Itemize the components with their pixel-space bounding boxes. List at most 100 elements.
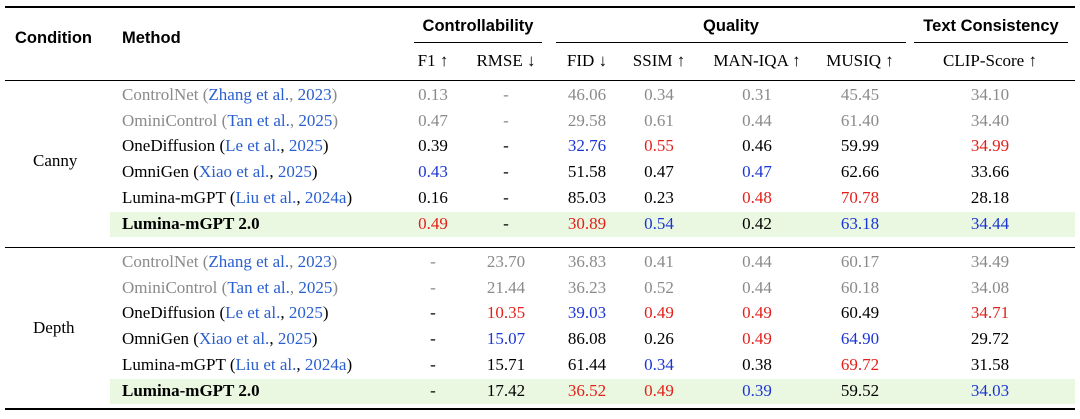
value-cell: 34.10 — [970, 85, 1010, 104]
value-cell: 28.18 — [970, 187, 1010, 207]
method-name: ControlNet — [122, 252, 199, 271]
bottom-rule — [5, 408, 1075, 410]
value-cell: 0.44 — [742, 252, 772, 271]
citation-separator: , — [296, 187, 305, 207]
value-cell: 34.03 — [970, 380, 1010, 400]
value-cell: 51.58 — [567, 162, 607, 182]
citation-link: Liu et al. — [235, 354, 297, 374]
method-cell: OminiControl (Tan et al., 2025) — [122, 277, 339, 297]
value-cell: 0.55 — [644, 136, 674, 156]
header-metric: MUSIQ ↑ — [826, 51, 894, 70]
value-cell: 0.39 — [742, 380, 772, 400]
citation-link: Le et al. — [225, 136, 281, 156]
value-cell: - — [430, 354, 436, 374]
value-cell: 0.16 — [418, 187, 448, 207]
value-cell: 33.66 — [970, 162, 1010, 182]
value-cell: 32.76 — [567, 136, 607, 156]
value-cell: 0.42 — [742, 213, 772, 233]
value-cell: - — [503, 162, 509, 182]
header-metric: SSIM ↑ — [632, 51, 686, 70]
value-cell: 0.43 — [418, 162, 448, 182]
value-cell: 15.07 — [486, 329, 526, 349]
value-cell: 0.49 — [742, 303, 772, 323]
value-cell: 34.99 — [970, 136, 1010, 156]
method-name: OmniGen — [122, 329, 190, 349]
citation-separator: , — [269, 329, 278, 349]
method-cell: ControlNet (Zhang et al., 2023) — [122, 252, 338, 271]
value-cell: 0.49 — [742, 329, 772, 349]
value-cell: - — [503, 213, 509, 233]
value-cell: 0.23 — [644, 187, 674, 207]
value-cell: 36.23 — [567, 277, 607, 297]
method-cell: OmniGen (Xiao et al., 2025) — [122, 162, 318, 182]
method-name: Lumina-mGPT — [122, 354, 226, 374]
header-condition: Condition — [15, 29, 92, 47]
citation-link: Xiao et al. — [198, 162, 270, 182]
value-cell: 0.47 — [644, 162, 674, 182]
value-cell: - — [430, 252, 436, 271]
value-cell: 0.39 — [418, 136, 448, 156]
method-name: OminiControl — [122, 110, 218, 130]
value-cell: - — [503, 110, 509, 130]
value-cell: 64.90 — [840, 329, 880, 349]
header-metric: CLIP-Score ↑ — [943, 51, 1037, 70]
value-cell: 0.46 — [742, 136, 772, 156]
citation-link: Tan et al. — [227, 110, 290, 130]
value-cell: 63.18 — [840, 213, 880, 233]
value-cell: 15.71 — [486, 354, 526, 374]
header-metric: RMSE ↓ — [476, 51, 536, 70]
value-cell: - — [503, 85, 509, 104]
header-rule — [5, 80, 1075, 81]
highlight-row — [110, 211, 1075, 238]
value-cell: 29.58 — [567, 110, 607, 130]
value-cell: 60.49 — [840, 303, 880, 323]
header-group-controllability: Controllability — [422, 17, 534, 35]
citation-link: 2023 — [297, 252, 332, 271]
value-cell: 0.41 — [644, 252, 674, 271]
method-cell: OneDiffusion (Le et al., 2025) — [122, 136, 329, 156]
highlight-row — [110, 378, 1075, 405]
group-underline — [414, 42, 542, 43]
value-cell: 34.49 — [970, 252, 1010, 271]
value-cell: 31.58 — [970, 354, 1010, 374]
header-group-text-consistency: Text Consistency — [923, 17, 1059, 35]
method-name: Lumina-mGPT — [122, 187, 226, 207]
method-name: OminiControl — [122, 277, 218, 297]
value-cell: 62.66 — [840, 162, 880, 182]
citation-link: Zhang et al. — [208, 85, 290, 104]
value-cell: 0.47 — [418, 110, 448, 130]
method-cell: ControlNet (Zhang et al., 2023) — [122, 85, 338, 104]
value-cell: 21.44 — [486, 277, 526, 297]
method-cell: OminiControl (Tan et al., 2025) — [122, 110, 339, 130]
value-cell: 0.34 — [644, 85, 674, 104]
method-cell: Lumina-mGPT 2.0 — [122, 380, 260, 402]
citation-link: Liu et al. — [235, 187, 297, 207]
value-cell: - — [503, 187, 509, 207]
value-cell: 36.83 — [567, 252, 607, 271]
value-cell: 61.44 — [567, 354, 607, 374]
value-cell: 0.44 — [742, 110, 772, 130]
value-cell: 29.72 — [970, 329, 1010, 349]
value-cell: 45.45 — [840, 85, 880, 104]
value-cell: 86.08 — [567, 329, 607, 349]
citation-separator: , — [280, 136, 289, 156]
value-cell: 0.47 — [742, 162, 772, 182]
citation-link: 2025 — [277, 162, 312, 182]
method-name: OneDiffusion — [122, 303, 216, 323]
value-cell: 0.49 — [418, 213, 448, 233]
section-rule — [5, 247, 1075, 248]
value-cell: 34.40 — [970, 110, 1010, 130]
citation-link: 2023 — [297, 85, 332, 104]
method-cell: Lumina-mGPT (Liu et al., 2024a) — [122, 354, 353, 374]
condition-label: Depth — [33, 318, 75, 338]
citation-link: Tan et al. — [227, 277, 290, 297]
citation-link: 2025 — [298, 110, 333, 130]
value-cell: 0.44 — [742, 277, 772, 297]
method-name: ControlNet — [122, 85, 199, 104]
value-cell: 0.49 — [644, 303, 674, 323]
method-name: OmniGen — [122, 162, 190, 182]
top-rule — [5, 6, 1075, 8]
value-cell: 0.26 — [644, 329, 674, 349]
value-cell: - — [503, 136, 509, 156]
citation-link: Zhang et al. — [208, 252, 290, 271]
